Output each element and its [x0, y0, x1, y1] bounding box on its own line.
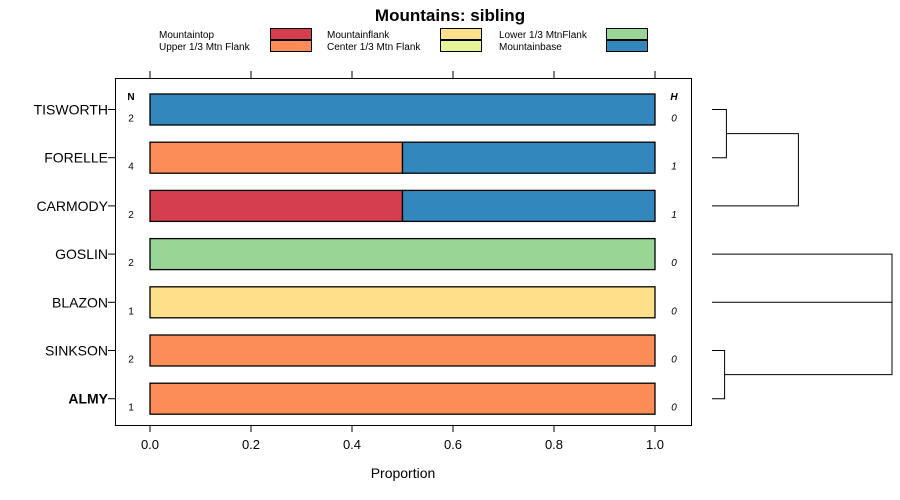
category-labels: TISWORTH FORELLE CARMODY GOSLIN BLAZON SINKSO… — [34, 102, 115, 407]
bar-segment-forelle-upper-1-3-mtn-flank — [149, 141, 404, 174]
legend-item-mountaintop: Mountaintop — [159, 28, 312, 41]
h-value-forelle: 1 — [671, 162, 677, 173]
category-label-forelle: FORELLE — [44, 150, 108, 166]
bar-segment-carmody-mountainbase — [401, 189, 656, 223]
bars — [149, 93, 656, 415]
h-value-sinkson: 0 — [671, 355, 677, 366]
dendrogram — [712, 109, 893, 400]
category-label-sinkson: SINKSON — [45, 343, 108, 359]
h-column: H 0 1 1 0 0 0 0 — [670, 92, 678, 414]
bar-segment-forelle-mountainbase — [401, 141, 656, 174]
h-value-almy: 0 — [671, 403, 677, 414]
legend-item-upper-1-3-mtn-flank: Upper 1/3 Mtn Flank — [159, 40, 312, 53]
x-tick-label: 0.6 — [444, 437, 462, 452]
legend-label: Lower 1/3 MtnFlank — [499, 30, 588, 41]
n-value-sinkson: 2 — [128, 355, 134, 366]
legend-label: Mountaintop — [159, 30, 214, 41]
chart-title: Mountains: sibling — [375, 6, 525, 25]
legend-label: Mountainflank — [327, 30, 390, 41]
n-value-blazon: 1 — [128, 306, 134, 317]
legend-label: Upper 1/3 Mtn Flank — [159, 42, 251, 53]
x-axis-title: Proportion — [371, 465, 436, 481]
legend-swatch — [270, 40, 312, 52]
x-tick-label: 0.8 — [545, 437, 563, 452]
category-label-blazon: BLAZON — [52, 294, 108, 310]
bar-segment-blazon-mountainflank — [149, 286, 656, 319]
n-value-goslin: 2 — [128, 258, 134, 269]
h-header: H — [670, 92, 678, 103]
dendrogram-link-2 — [712, 133, 799, 207]
legend-swatch — [440, 28, 482, 40]
legend-swatch — [606, 40, 648, 52]
bar-group-blazon — [149, 286, 656, 319]
x-axis: 0.0 0.2 0.4 0.6 0.8 1.0 — [141, 71, 664, 452]
legend-item-lower-1-3-mtnflank: Lower 1/3 MtnFlank — [499, 28, 648, 41]
category-label-carmody: CARMODY — [36, 198, 108, 214]
dendrogram-link-5 — [724, 278, 893, 376]
bar-segment-carmody-mountaintop — [149, 189, 404, 223]
bar-group-sinkson — [149, 334, 656, 367]
h-value-tisworth: 0 — [671, 114, 677, 125]
category-label-goslin: GOSLIN — [55, 246, 108, 262]
bar-group-goslin — [149, 237, 656, 271]
bar-segment-sinkson-upper-1-3-mtn-flank — [149, 334, 656, 367]
legend-item-center-1-3-mtn-flank: Center 1/3 Mtn Flank — [327, 40, 482, 53]
legend-label: Mountainbase — [499, 42, 562, 53]
legend-swatch — [270, 28, 312, 40]
bar-group-tisworth — [149, 93, 656, 126]
bar-segment-tisworth-mountainbase — [149, 93, 656, 126]
n-value-forelle: 4 — [128, 162, 134, 173]
plot-frame — [115, 78, 692, 426]
dendrogram-link-4 — [712, 253, 893, 303]
bar-group-almy — [149, 382, 656, 415]
legend-item-mountainbase: Mountainbase — [499, 40, 648, 53]
legend-swatch — [606, 28, 648, 40]
legend-item-mountainflank: Mountainflank — [327, 28, 482, 41]
x-tick-label: 0.2 — [242, 437, 260, 452]
category-label-tisworth: TISWORTH — [34, 102, 108, 118]
n-column: N 2 4 2 2 1 2 1 — [127, 92, 134, 414]
n-value-carmody: 2 — [128, 210, 134, 221]
dendrogram-link-0 — [712, 109, 727, 159]
dendrogram-link-1 — [712, 350, 726, 400]
n-header: N — [127, 92, 134, 103]
bar-segment-goslin-lower-1-3-mtnflank — [149, 237, 656, 271]
bar-group-carmody — [149, 189, 656, 223]
x-tick-label: 0.0 — [141, 437, 159, 452]
category-label-almy: ALMY — [68, 391, 108, 407]
legend-label: Center 1/3 Mtn Flank — [327, 42, 421, 53]
bar-segment-almy-upper-1-3-mtn-flank — [149, 382, 656, 415]
x-tick-label: 1.0 — [646, 437, 664, 452]
x-tick-label: 0.4 — [343, 437, 361, 452]
n-value-almy: 1 — [128, 403, 134, 414]
n-value-tisworth: 2 — [128, 114, 134, 125]
bar-group-forelle — [149, 141, 656, 174]
h-value-carmody: 1 — [671, 210, 677, 221]
h-value-blazon: 0 — [671, 306, 677, 317]
h-value-goslin: 0 — [671, 258, 677, 269]
legend-swatch — [440, 40, 482, 52]
